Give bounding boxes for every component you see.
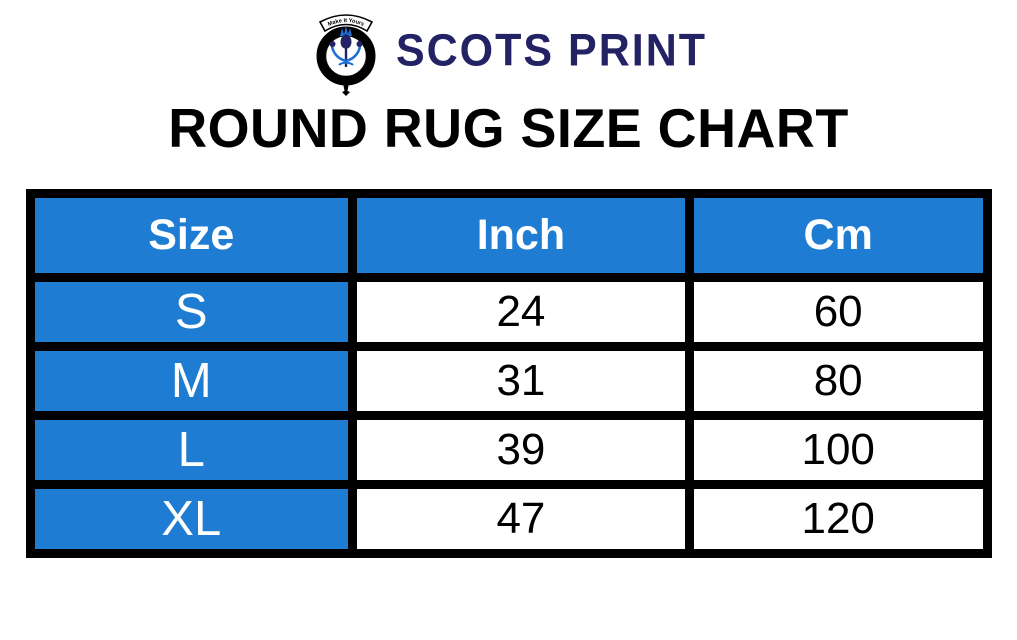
brand-header: Make It Yours SCOTS PRINT xyxy=(0,0,1017,96)
cm-value: 60 xyxy=(684,272,992,351)
size-label: M xyxy=(25,341,357,420)
table-row-s: S 24 60 xyxy=(25,272,992,351)
banner-ribbon xyxy=(318,14,374,33)
table-row-m: M 31 80 xyxy=(25,341,992,420)
size-chart-table: Size Inch Cm S 24 60 M 31 80 L 39 100 XL… xyxy=(25,188,992,558)
column-header-size: Size xyxy=(25,188,357,282)
cm-value: 100 xyxy=(684,410,992,489)
table-row-l: L 39 100 xyxy=(25,410,992,489)
buckle xyxy=(339,76,352,83)
thistle-icon xyxy=(329,26,363,67)
banner-text: Make It Yours xyxy=(327,18,365,28)
strap-tail xyxy=(341,83,350,96)
size-label: XL xyxy=(25,479,357,558)
size-label: S xyxy=(25,272,357,351)
cm-value: 80 xyxy=(684,341,992,420)
size-label: L xyxy=(25,410,357,489)
column-header-inch: Inch xyxy=(348,188,694,282)
table-row-xl: XL 47 120 xyxy=(25,479,992,558)
cm-value: 120 xyxy=(684,479,992,558)
page-title: ROUND RUG SIZE CHART xyxy=(168,97,849,159)
inch-value: 47 xyxy=(348,479,694,558)
inch-value: 24 xyxy=(348,272,694,351)
inch-value: 39 xyxy=(348,410,694,489)
brand-name: SCOTS PRINT xyxy=(395,25,708,76)
scots-print-crest-icon: Make It Yours xyxy=(316,14,376,96)
inch-value: 31 xyxy=(348,341,694,420)
header-row: Size Inch Cm xyxy=(25,188,992,282)
column-header-cm: Cm xyxy=(684,188,992,282)
